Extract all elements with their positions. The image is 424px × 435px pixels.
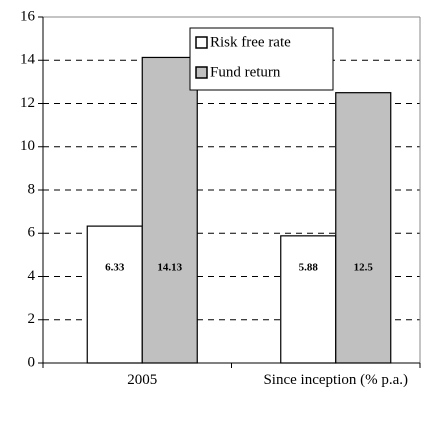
- y-tick-label: 4: [28, 268, 36, 284]
- y-tick-label: 0: [28, 354, 36, 370]
- value-label: 6.33: [105, 261, 125, 273]
- y-tick-label: 16: [20, 8, 36, 24]
- x-tick-label: Since inception (% p.a.): [263, 372, 409, 388]
- y-tick-label: 6: [28, 225, 36, 241]
- legend-box: [189, 27, 334, 91]
- x-tick-label: 2005: [127, 372, 158, 388]
- y-tick-label: 12: [20, 95, 35, 111]
- value-label: 12.5: [354, 261, 374, 273]
- y-tick-label: 10: [20, 138, 35, 154]
- legend-label: Fund return: [210, 64, 281, 80]
- bar: [280, 235, 337, 364]
- legend-swatch: [195, 66, 208, 79]
- value-label: 14.13: [157, 261, 182, 273]
- bar: [141, 56, 198, 364]
- legend: Risk free rate Fund return: [189, 27, 334, 91]
- bar: [86, 225, 143, 364]
- y-tick-label: 2: [28, 311, 36, 327]
- y-tick-label: 8: [28, 181, 36, 197]
- value-label: 5.88: [299, 261, 319, 273]
- legend-label: Risk free rate: [210, 34, 291, 50]
- bar: [335, 92, 392, 364]
- legend-swatch: [195, 36, 208, 49]
- y-tick-label: 14: [20, 52, 36, 68]
